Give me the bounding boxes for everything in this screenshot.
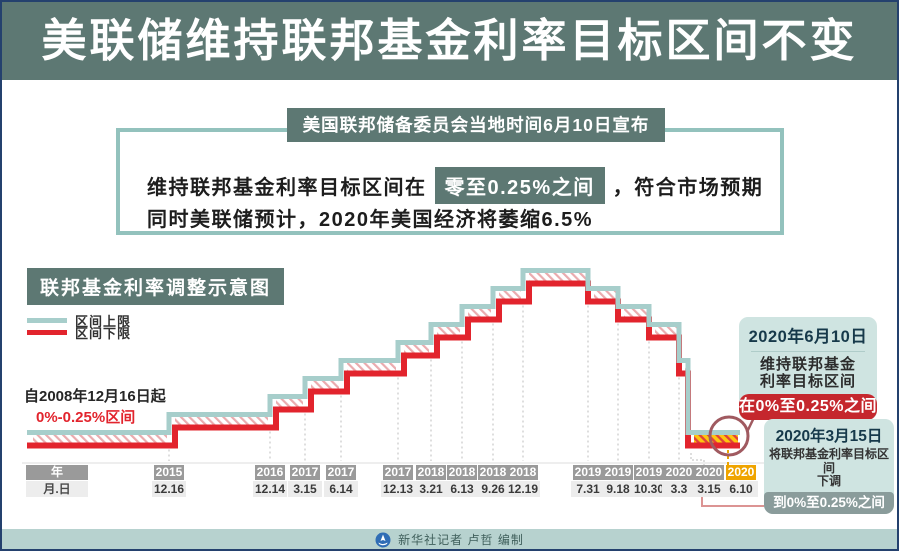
axis-label-2020-6.10: 2020 6.10 bbox=[724, 465, 758, 497]
axis-date-label: 3.21 bbox=[414, 481, 448, 497]
callout-june-10: 2020年6月10日 维持联邦基金 利率目标区间 在0%至0.25%之间 bbox=[739, 317, 877, 420]
range-band-highlight bbox=[694, 435, 738, 443]
axis-year-box: 2020 bbox=[664, 465, 694, 480]
axis-year-box: 2020 bbox=[694, 465, 724, 480]
callout1-rate-badge: 在0%至0.25%之间 bbox=[739, 394, 877, 420]
lower-limit-swatch-icon bbox=[27, 330, 67, 335]
axis-label-2017-6.14: 2017 6.14 bbox=[324, 465, 358, 497]
announcement-line-1: 维持联邦基金利率目标区间在 零至0.25%之间 ，符合市场预期 bbox=[147, 167, 763, 204]
axis-year-box: 2015 bbox=[154, 465, 184, 480]
chart-title: 联邦基金利率调整示意图 bbox=[27, 268, 285, 305]
highlight-circle bbox=[708, 415, 750, 457]
axis-year-box: 2019 bbox=[603, 465, 633, 480]
axis-year-box: 2016 bbox=[255, 465, 285, 480]
axis-year-box: 2017 bbox=[290, 465, 320, 480]
range-band bbox=[529, 273, 586, 281]
axis-label-2020-3.3: 2020 3.3 bbox=[662, 465, 696, 497]
page-title: 美联储维持联邦基金利率目标区间不变 bbox=[41, 15, 858, 66]
footer-bar: 新华社记者 卢哲 编制 bbox=[2, 529, 897, 549]
axis-label-2018-3.21: 2018 3.21 bbox=[414, 465, 448, 497]
range-band bbox=[33, 435, 167, 443]
axis-date-label: 10.30 bbox=[632, 481, 666, 497]
elbow-leader-line bbox=[690, 453, 705, 465]
callout1-line1: 维持联邦基金 bbox=[759, 356, 856, 373]
axis-label-2020-3.15: 2020 3.15 bbox=[692, 465, 726, 497]
axis-year-box: 2018 bbox=[447, 465, 477, 480]
callout1-line2: 利率目标区间 bbox=[759, 373, 856, 390]
axis-label-2019-7.31: 2019 7.31 bbox=[571, 465, 605, 497]
credit-text: 新华社记者 卢哲 编制 bbox=[398, 533, 524, 547]
axis-date-label: 9.26 bbox=[476, 481, 510, 497]
lower-limit-line bbox=[27, 280, 740, 449]
axis-date-label: 12.19 bbox=[506, 481, 540, 497]
axis-label-2016-12.14: 2016 12.14 bbox=[253, 465, 287, 497]
callout1-title: 2020年6月10日 bbox=[748, 328, 868, 346]
legend-lower-label: 区间下限 bbox=[75, 326, 132, 341]
range-band bbox=[276, 399, 303, 407]
axis-date-label: 3.15 bbox=[692, 481, 726, 497]
axis-year-box: 2019 bbox=[573, 465, 603, 480]
callout2-line2: 下调 bbox=[816, 474, 841, 488]
range-band bbox=[468, 309, 491, 317]
since-2008-note: 自2008年12月16日起 bbox=[24, 388, 166, 405]
upper-limit-swatch-icon bbox=[27, 318, 67, 323]
axis-date-label: 3.15 bbox=[288, 481, 322, 497]
announcement-banner: 美国联邦储备委员会当地时间6月10日宣布 bbox=[287, 108, 665, 142]
range-band bbox=[175, 417, 268, 425]
zero-range-note: 0%-0.25%区间 bbox=[36, 409, 136, 426]
axis-date-label: 9.18 bbox=[601, 481, 635, 497]
callout2-rate-badge: 到0%至0.25%之间 bbox=[764, 491, 894, 514]
axis-label-2018-9.26: 2018 9.26 bbox=[476, 465, 510, 497]
axis-year-box: 2017 bbox=[326, 465, 356, 480]
axis-monthday-header: 月.日 bbox=[26, 481, 88, 497]
announcement-line1-prefix: 维持联邦基金利率目标区间在 bbox=[147, 177, 427, 199]
xinhua-logo-icon bbox=[375, 532, 391, 547]
axis-date-label: 6.10 bbox=[724, 481, 758, 497]
range-band bbox=[594, 291, 616, 299]
range-band bbox=[404, 345, 429, 353]
title-banner: 美联储维持联邦基金利率目标区间不变 bbox=[2, 2, 897, 80]
range-band bbox=[311, 381, 339, 389]
axis-year-box: 2018 bbox=[508, 465, 538, 480]
range-band bbox=[655, 327, 677, 335]
legend-lower-limit: 区间下限 bbox=[27, 323, 131, 342]
legend-upper-label: 区间上限 bbox=[75, 314, 132, 329]
legend-upper-limit: 区间上限 bbox=[27, 311, 131, 330]
range-band bbox=[347, 363, 396, 371]
axis-date-label: 12.16 bbox=[152, 481, 186, 497]
axis-date-label: 6.14 bbox=[324, 481, 358, 497]
axis-year-box: 2019 bbox=[634, 465, 664, 480]
announcement-line1-suffix: ，符合市场预期 bbox=[612, 177, 764, 199]
axis-year-header: 年 bbox=[26, 465, 88, 480]
range-band bbox=[499, 291, 521, 299]
range-band bbox=[624, 309, 647, 317]
range-band bbox=[437, 327, 460, 335]
axis-label-2018-6.13: 2018 6.13 bbox=[445, 465, 479, 497]
axis-year-box: 2018 bbox=[478, 465, 508, 480]
axis-date-label: 7.31 bbox=[571, 481, 605, 497]
callout-march-15: 2020年3月15日 将联邦基金利率目标区间 下调 到0%至0.25%之间 bbox=[764, 419, 894, 514]
axis-year-box: 2020 bbox=[726, 465, 756, 480]
axis-header: 年 月.日 bbox=[26, 465, 88, 497]
callout2-title: 2020年3月15日 bbox=[775, 428, 883, 445]
axis-label-2019-9.18: 2019 9.18 bbox=[601, 465, 635, 497]
axis-date-label: 12.13 bbox=[381, 481, 415, 497]
announcement-line-2: 同时美联储预计，2020年美国经济将萎缩6.5% bbox=[147, 209, 594, 231]
rate-range-highlight: 零至0.25%之间 bbox=[434, 167, 605, 204]
axis-label-2015-12.16: 2015 12.16 bbox=[152, 465, 186, 497]
upper-limit-line bbox=[27, 268, 740, 435]
axis-date-label: 12.14 bbox=[253, 481, 287, 497]
callout1-divider bbox=[751, 351, 865, 352]
callout2-line1: 将联邦基金利率目标区间 bbox=[768, 447, 889, 475]
axis-year-box: 2018 bbox=[416, 465, 446, 480]
axis-label-2017-12.13: 2017 12.13 bbox=[381, 465, 415, 497]
axis-label-2018-12.19: 2018 12.19 bbox=[506, 465, 540, 497]
axis-year-box: 2017 bbox=[383, 465, 413, 480]
axis-label-2019-10.30: 2019 10.30 bbox=[632, 465, 666, 497]
axis-date-label: 3.3 bbox=[662, 481, 696, 497]
axis-label-2017-3.15: 2017 3.15 bbox=[288, 465, 322, 497]
axis-date-label: 6.13 bbox=[445, 481, 479, 497]
